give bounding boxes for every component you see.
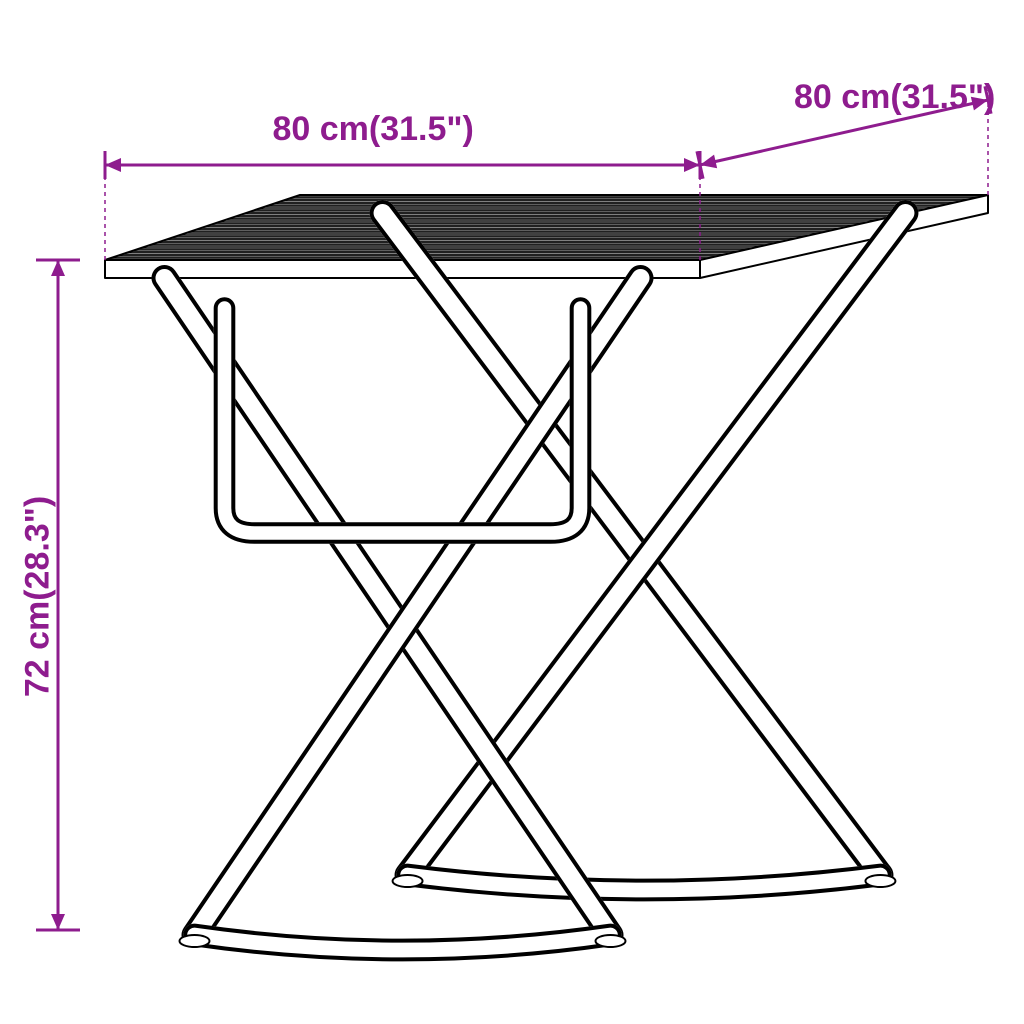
dimension-depth-label: 80 cm(31.5") bbox=[794, 78, 995, 117]
dimension-width-label: 80 cm(31.5") bbox=[273, 110, 474, 149]
diagram-canvas bbox=[0, 0, 1024, 1024]
dimension-height-label: 72 cm(28.3") bbox=[19, 467, 58, 727]
